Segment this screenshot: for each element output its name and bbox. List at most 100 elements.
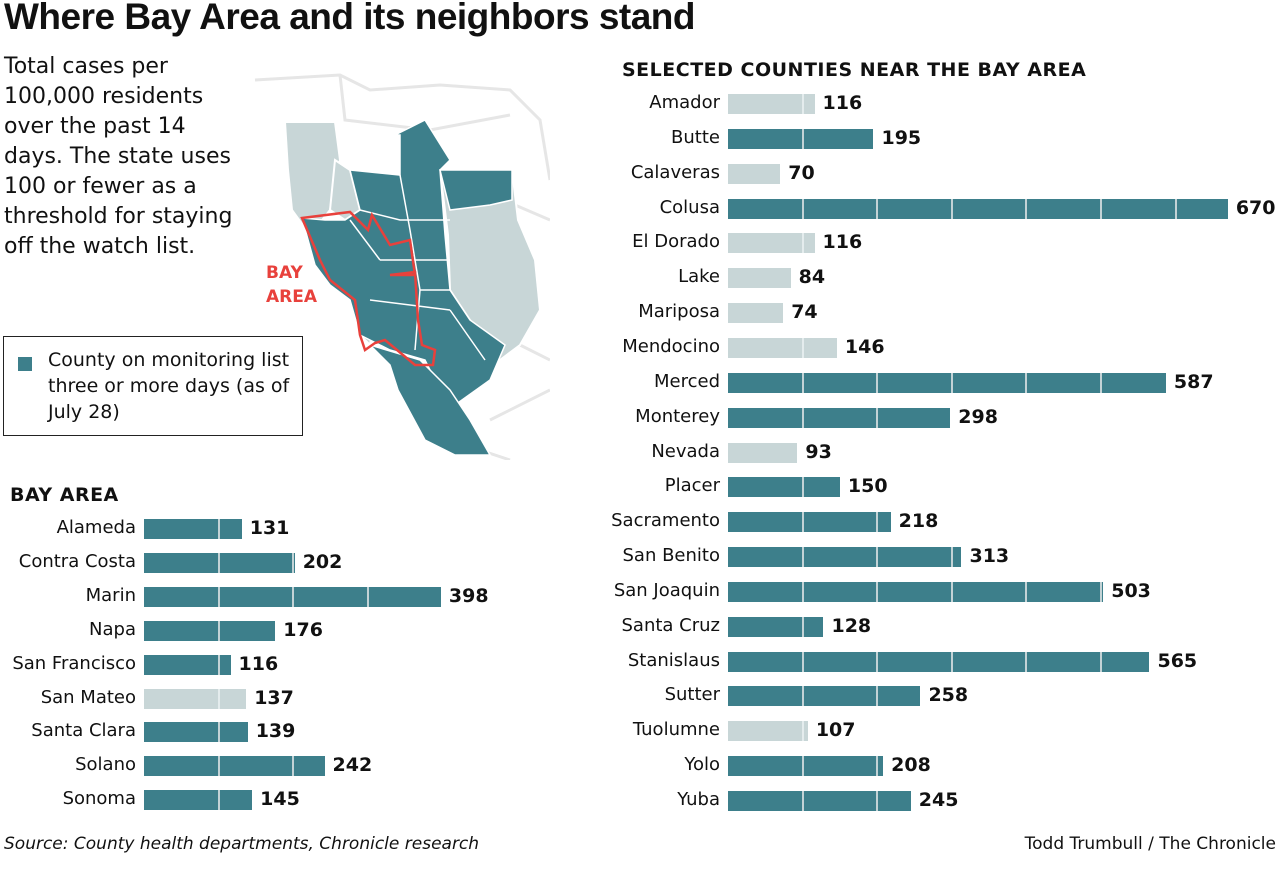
gridline [876,407,879,428]
category-label: Sonoma [62,788,136,810]
gridline [217,756,220,777]
gridline [1025,372,1028,393]
category-label: Mendocino [622,335,720,357]
bar [728,686,921,707]
category-label: Yuba [677,789,720,810]
bar [728,756,884,777]
value-label: 107 [815,719,856,742]
gridline [876,791,879,811]
gridline [801,512,804,533]
category-label: Solano [75,754,136,776]
gridline [876,198,879,219]
gridline [292,756,295,777]
category-label: Alameda [56,517,136,538]
bar [144,654,231,675]
category-label: El Dorado [632,231,720,253]
gridline [801,337,804,358]
bar [728,791,911,811]
gridline [801,581,804,602]
gridline [801,651,804,672]
gridline [801,791,804,811]
gridline [217,552,220,573]
category-label: Amador [649,92,720,113]
bar [144,586,441,607]
value-label: 313 [969,545,1010,568]
gridline [876,547,879,568]
value-label: 176 [283,618,323,641]
bar [144,756,325,777]
value-label: 150 [847,475,888,498]
bar [144,688,247,709]
value-label: 242 [332,754,373,777]
value-label: 74 [791,301,818,324]
gridline [1100,651,1102,672]
gridline [217,620,220,641]
gridline [801,198,804,219]
page-title: Where Bay Area and its neighbors stand [4,0,696,37]
gridline [366,586,369,607]
bar [728,651,1150,672]
bar [728,581,1104,602]
gridline [292,586,295,607]
gridline [1174,198,1177,219]
value-label: 146 [844,335,885,358]
bar [728,163,781,184]
bar [728,547,962,568]
gridline [801,128,804,149]
value-label: 398 [448,584,489,607]
gridline [876,372,879,393]
bar [728,337,837,358]
credit: Todd Trumbull / The Chronicle [1024,834,1276,854]
gridline [801,233,804,254]
bar [728,407,951,428]
gridline [801,721,804,742]
bar [728,442,798,463]
gridline [1025,581,1028,602]
bar [144,790,253,811]
gridline [217,722,220,743]
category-label: Colusa [659,196,720,218]
bar [728,268,791,289]
bar [728,721,808,742]
gridline [217,654,220,675]
bar [728,94,815,114]
nearby-chart-title: SELECTED COUNTIES NEAR THE BAY AREA [622,59,1087,81]
category-label: San Mateo [40,686,136,708]
gridline [1100,372,1102,393]
category-label: San Joaquin [613,579,720,601]
category-label: Napa [89,618,136,640]
value-label: 587 [1173,370,1214,393]
gridline [801,686,804,707]
gridline [801,94,804,114]
value-label: 298 [958,405,998,428]
gridline [801,616,804,637]
value-label: 84 [798,266,826,289]
category-label: Yolo [684,754,720,776]
county-borders [349,174,486,361]
value-label: 208 [891,754,931,777]
category-label: Nevada [651,440,720,462]
bar [144,519,242,539]
gridline [801,407,804,428]
source-note: Source: County health departments, Chron… [4,834,480,854]
gridline [217,519,220,539]
category-label: Placer [664,475,720,497]
gridline [217,586,220,607]
category-label: Monterey [635,405,720,427]
gridline [801,477,804,498]
category-label: Santa Cruz [621,614,721,636]
gridline [950,198,953,219]
category-label: Stanislaus [627,649,720,671]
bar [728,303,784,324]
value-label: 139 [255,720,296,743]
category-label: San Francisco [12,652,136,674]
bar [728,198,1228,219]
bar [728,372,1166,393]
value-label: 565 [1157,649,1198,672]
description: Total cases per 100,000 residents over t… [4,54,233,259]
gridline [876,581,879,602]
legend: County on monitoring list three or more … [3,336,303,436]
gridline [950,547,953,568]
legend-label: County on monitoring list three or more … [48,349,290,423]
